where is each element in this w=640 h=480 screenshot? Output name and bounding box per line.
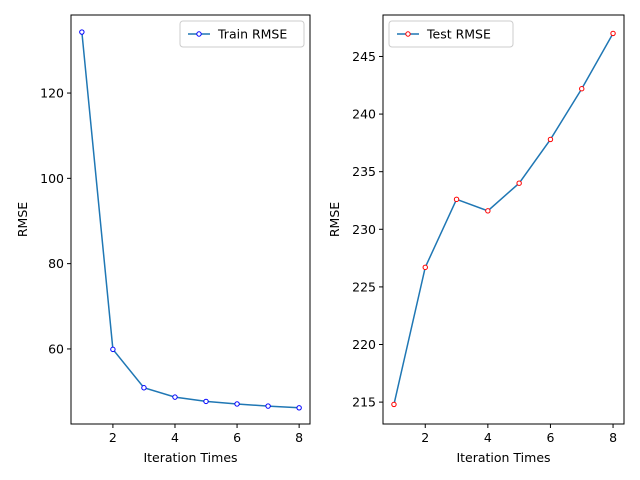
x-tick-label: 4	[171, 430, 179, 445]
y-tick-label: 240	[352, 107, 376, 122]
train-rmse-panel: 2 4 6 8 60 80 100 120 Iteration Times RMSE Train R…	[15, 14, 311, 465]
y-tick-label: 80	[48, 256, 64, 271]
x-axis-label: Iteration Times	[143, 450, 237, 465]
test-rmse-line	[393, 33, 614, 405]
test-rmse-point	[516, 180, 522, 186]
train-rmse-point	[296, 405, 302, 411]
x-tick-label: 2	[109, 430, 117, 445]
train-rmse-point	[234, 401, 240, 407]
train-rmse-point	[110, 346, 116, 353]
test-rmse-point	[610, 30, 616, 37]
y-tick-label: 235	[352, 164, 376, 179]
x-tick-label: 6	[233, 430, 241, 445]
legend-marker-swatch	[405, 31, 411, 37]
test-rmse-point	[453, 196, 460, 203]
test-rmse-point	[485, 208, 491, 214]
y-axis-label: RMSE	[15, 202, 30, 237]
legend-label: Test RMSE	[426, 27, 491, 42]
train-rmse-point	[265, 403, 271, 409]
x-tick-label: 4	[484, 430, 492, 445]
test-rmse-point	[391, 401, 397, 408]
y-tick-label: 60	[48, 341, 64, 356]
test-rmse-panel: 2 4 6 8 215 220 225 230 235 240 245 Iteration Times…	[327, 14, 625, 465]
y-tick-label: 230	[352, 222, 376, 237]
y-tick-label: 220	[352, 337, 376, 352]
y-tick-label: 120	[40, 86, 64, 101]
test-rmse-point	[579, 86, 585, 92]
test-rmse-point	[422, 264, 428, 271]
train-rmse-point	[172, 394, 178, 400]
legend: Train RMSE	[179, 20, 305, 48]
train-rmse-point	[79, 29, 85, 35]
test-rmse-point	[547, 136, 554, 143]
train-rmse-point	[203, 398, 209, 405]
y-axis-label: RMSE	[327, 202, 342, 237]
x-tick-label: 8	[609, 430, 617, 445]
axes-frame	[70, 14, 311, 425]
legend-frame	[179, 20, 305, 48]
legend-label: Train RMSE	[217, 27, 287, 42]
x-tick-label: 8	[295, 430, 303, 445]
legend-marker-swatch	[196, 31, 202, 37]
legend-frame	[388, 20, 514, 48]
axes-frame	[382, 14, 625, 425]
train-rmse-line	[81, 31, 300, 409]
train-rmse-point	[141, 385, 147, 391]
y-tick-label: 215	[352, 395, 376, 410]
y-tick-label: 245	[352, 49, 376, 64]
x-axis-label: Iteration Times	[456, 450, 550, 465]
x-tick-label: 2	[421, 430, 429, 445]
y-tick-label: 100	[40, 171, 64, 186]
y-tick-label: 225	[352, 279, 376, 294]
legend: Test RMSE	[388, 20, 514, 48]
x-tick-label: 6	[546, 430, 554, 445]
